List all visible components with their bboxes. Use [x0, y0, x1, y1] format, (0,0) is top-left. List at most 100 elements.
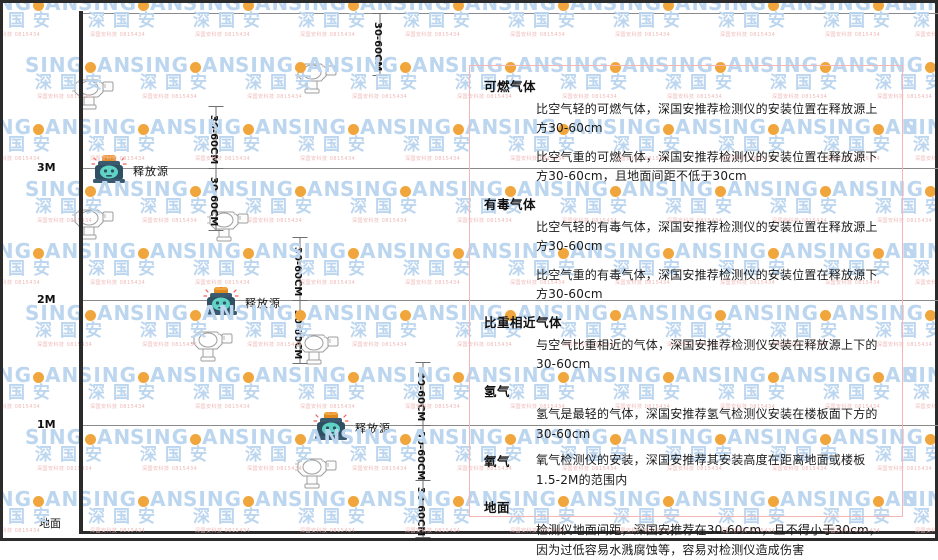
vertical-axis: [79, 11, 83, 531]
section-body: 与空气比重相近的气体，深国安推荐检测仪安装在释放源上下的30-60cm: [484, 336, 888, 375]
height-guide-line: [81, 425, 938, 426]
section-paragraph: 与空气比重相近的气体，深国安推荐检测仪安装在释放源上下的30-60cm: [536, 337, 878, 371]
watermark-subtext: 深国安科技 0815434: [720, 31, 776, 38]
recommendation-section: 比重相近气体与空气比重相近的气体，深国安推荐检测仪安装在释放源上下的30-60c…: [484, 312, 888, 375]
ceiling-line: [81, 13, 938, 14]
dimension-tick: [372, 75, 388, 76]
watermark-dot-icon: [768, 3, 779, 11]
height-guide-line: [81, 300, 938, 301]
watermark-brand-cn: 深国安: [913, 11, 935, 31]
section-body: 比空气轻的有毒气体，深国安推荐检测仪的安装位置在释放源上方30-60cm 比空气重…: [484, 218, 888, 305]
section-heading: 比重相近气体: [484, 314, 563, 330]
release-source-label: 释放源: [355, 422, 391, 435]
watermark-brand-cn: 深国安: [913, 135, 935, 155]
watermark-dot-icon: [925, 434, 935, 445]
dimension-tick: [372, 13, 388, 14]
dimension-line: [422, 362, 424, 537]
section-heading: 氧气: [484, 454, 511, 470]
section-heading: 氢气: [484, 384, 511, 400]
dimension-tick: [415, 480, 431, 481]
dimension-line: [379, 13, 381, 75]
gas-detector-icon: [294, 450, 340, 490]
height-guide-line: [81, 168, 938, 169]
recommendation-panel: 可燃气体比空气轻的可燃气体，深国安推荐检测仪的安装位置在释放源上方30-60cm…: [469, 65, 903, 557]
watermark-dot-icon: [663, 3, 674, 11]
watermark-subtext: 深国安科技 0815434: [825, 31, 881, 38]
recommendation-section: 有毒气体比空气轻的有毒气体，深国安推荐检测仪的安装位置在释放源上方30-60cm…: [484, 194, 888, 305]
recommendation-section: 氢气氢气是最轻的气体，深国安推荐氢气检测仪安装在楼板面下方的30-60cm: [484, 381, 888, 444]
recommendation-section: 氧气 氧气检测仪的安装，深国安推荐其安装高度在距离地面或楼板1.5-2M的范围内: [484, 451, 888, 490]
axis-tick-label: 1M: [37, 418, 56, 431]
dimension-tick: [208, 168, 224, 169]
dimension-chain: 30-60CM: [360, 13, 400, 76]
watermark-subtext: 深国安科技 0815434: [915, 279, 935, 286]
axis-tick-label: 2M: [37, 293, 56, 306]
watermark-brand-cn: 深国安: [913, 259, 935, 279]
section-paragraph: 比空气轻的有毒气体，深国安推荐检测仪的安装位置在释放源上方30-60cm: [536, 219, 878, 254]
release-source-label: 释放源: [133, 165, 169, 178]
gas-detector-icon: [296, 326, 342, 366]
watermark-subtext: 深国安科技 0815434: [915, 403, 935, 410]
watermark-brand-cn: 深国安: [913, 383, 935, 403]
installation-height-diagram: [3, 3, 472, 544]
watermark-subtext: 深国安科技 0815434: [615, 31, 671, 38]
watermark-dot-icon: [873, 3, 884, 11]
watermark-subtext: 深国安科技 0815434: [915, 31, 935, 38]
gas-detector-icon: [206, 203, 252, 243]
section-paragraph: 氢气是最轻的气体，深国安推荐氢气检测仪安装在楼板面下方的30-60cm: [536, 407, 878, 441]
dimension-tick: [208, 230, 224, 231]
axis-tick-label: 3M: [37, 161, 56, 174]
release-source-icon: [203, 285, 239, 317]
dimension-chain: 30-60CM 30-60CM: [196, 106, 236, 231]
section-paragraph: 氧气检测仪的安装，深国安推荐其安装高度在距离地面或楼板1.5-2M的范围内: [536, 453, 866, 487]
section-heading: 地面: [484, 500, 511, 516]
dimension-chain: 30-60CM 30-60CM 30-60CM: [403, 362, 443, 538]
release-source-label: 释放源: [245, 297, 281, 310]
section-paragraph: 比空气重的有毒气体，深国安推荐检测仪的安装位置在释放源下方30-60cm: [536, 267, 878, 302]
watermark-brand-cn: 深国安: [508, 11, 583, 31]
dimension-tick: [292, 363, 308, 364]
watermark-dot-icon: [558, 3, 569, 11]
dimension-chain: 30-60CM 30-60CM: [280, 237, 320, 364]
dimension-tick: [415, 537, 431, 538]
watermark-brand-cn: 深国安: [913, 507, 935, 527]
watermark-subtext: 深国安科技 0815434: [915, 155, 935, 162]
release-source-icon: [313, 410, 349, 442]
dimension-tick: [292, 237, 308, 238]
section-paragraph: 比空气轻的可燃气体，深国安推荐检测仪的安装位置在释放源上方30-60cm: [536, 102, 878, 136]
gas-detector-icon: [190, 323, 236, 363]
dimension-tick: [208, 106, 224, 107]
ground-label: 地面: [39, 517, 61, 530]
section-heading: 有毒气体: [484, 196, 537, 212]
dimension-tick: [415, 425, 431, 426]
watermark-brand-cn: 深国安: [613, 11, 688, 31]
recommendation-panel-content: 可燃气体比空气轻的可燃气体，深国安推荐检测仪的安装位置在释放源上方30-60cm…: [470, 66, 902, 560]
section-body: 比空气轻的可燃气体，深国安推荐检测仪的安装位置在释放源上方30-60cm 比空气重…: [484, 100, 888, 187]
recommendation-inline-row: 氧气 氧气检测仪的安装，深国安推荐其安装高度在距离地面或楼板1.5-2M的范围内: [484, 451, 888, 490]
ground-baseline: [79, 531, 938, 534]
recommendation-section: 地面 检测仪地面间距，深国安推荐在30-60cm，且不得小于30cm，因为过低容易…: [484, 497, 888, 560]
watermark-brand-cn: 深国安: [823, 11, 898, 31]
section-body: 氧气检测仪的安装，深国安推荐其安装高度在距离地面或楼板1.5-2M的范围内: [536, 451, 888, 490]
watermark-brand-cn: 深国安: [718, 11, 793, 31]
section-heading: 可燃气体: [484, 79, 537, 94]
watermark-dot-icon: [925, 62, 935, 73]
section-paragraph: 比空气重的可燃气体，深国安推荐检测仪的安装位置在释放源下方30-60cm，且地面…: [536, 149, 878, 184]
dimension-tick: [292, 300, 308, 301]
watermark-dot-icon: [925, 186, 935, 197]
